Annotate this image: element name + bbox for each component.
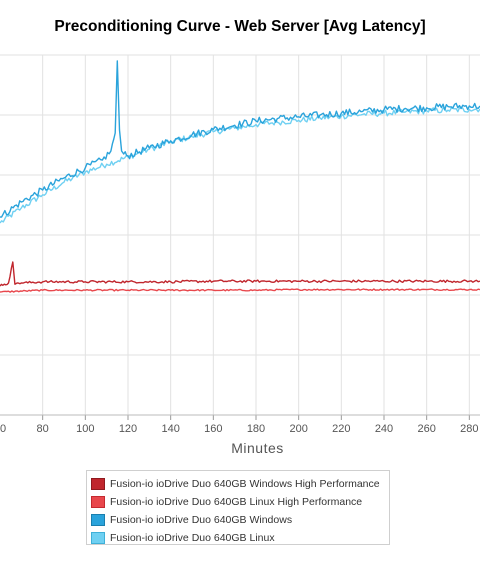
series-line-2 xyxy=(0,60,480,218)
series-lines xyxy=(0,60,480,293)
chart-title: Preconditioning Curve - Web Server [Avg … xyxy=(54,18,426,35)
legend: Fusion-io ioDrive Duo 640GB Windows High… xyxy=(86,470,390,545)
x-tick-label: 200 xyxy=(289,423,307,435)
x-tick-label: 280 xyxy=(460,423,478,435)
x-tick-label: 180 xyxy=(247,423,265,435)
axes xyxy=(0,414,480,420)
x-tick-label: 80 xyxy=(37,423,49,435)
legend-item-1[interactable]: Fusion-io ioDrive Duo 640GB Linux High P… xyxy=(91,493,389,511)
x-tick-label: 140 xyxy=(161,423,179,435)
plot-area: 80 100 120 140 160 180 200 220 240 260 280 60 xyxy=(0,54,480,435)
legend-label-2: Fusion-io ioDrive Duo 640GB Windows xyxy=(110,514,293,526)
x-tick-label: 100 xyxy=(76,423,94,435)
legend-swatch-2 xyxy=(91,514,105,526)
series-line-0 xyxy=(0,261,480,287)
legend-label-1: Fusion-io ioDrive Duo 640GB Linux High P… xyxy=(110,496,363,508)
x-tick-labels: 80 100 120 140 160 180 200 220 240 260 280 60 xyxy=(0,423,479,435)
x-tick-label: 120 xyxy=(119,423,137,435)
legend-swatch-3 xyxy=(91,532,105,544)
legend-item-3[interactable]: Fusion-io ioDrive Duo 640GB Linux xyxy=(91,529,389,547)
legend-swatch-0 xyxy=(91,478,105,490)
x-tick-label: 220 xyxy=(332,423,350,435)
legend-item-0[interactable]: Fusion-io ioDrive Duo 640GB Windows High… xyxy=(91,475,389,493)
grid xyxy=(0,54,480,415)
legend-swatch-1 xyxy=(91,496,105,508)
legend-item-2[interactable]: Fusion-io ioDrive Duo 640GB Windows xyxy=(91,511,389,529)
x-axis-label: Minutes xyxy=(231,440,284,456)
series-line-1 xyxy=(0,288,480,293)
x-tick-label: 60 xyxy=(0,423,6,435)
x-tick-label: 260 xyxy=(417,423,435,435)
x-tick-label: 160 xyxy=(204,423,222,435)
x-tick-label: 240 xyxy=(375,423,393,435)
legend-label-3: Fusion-io ioDrive Duo 640GB Linux xyxy=(110,532,275,544)
legend-label-0: Fusion-io ioDrive Duo 640GB Windows High… xyxy=(110,478,380,490)
series-line-3 xyxy=(0,107,480,224)
